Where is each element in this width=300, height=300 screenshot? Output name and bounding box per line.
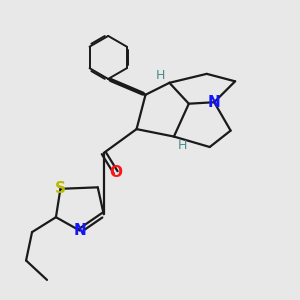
Text: N: N (74, 223, 86, 238)
Text: H: H (178, 139, 188, 152)
Text: H: H (156, 69, 165, 82)
Text: O: O (109, 165, 122, 180)
Text: S: S (55, 181, 66, 196)
Text: N: N (208, 95, 220, 110)
